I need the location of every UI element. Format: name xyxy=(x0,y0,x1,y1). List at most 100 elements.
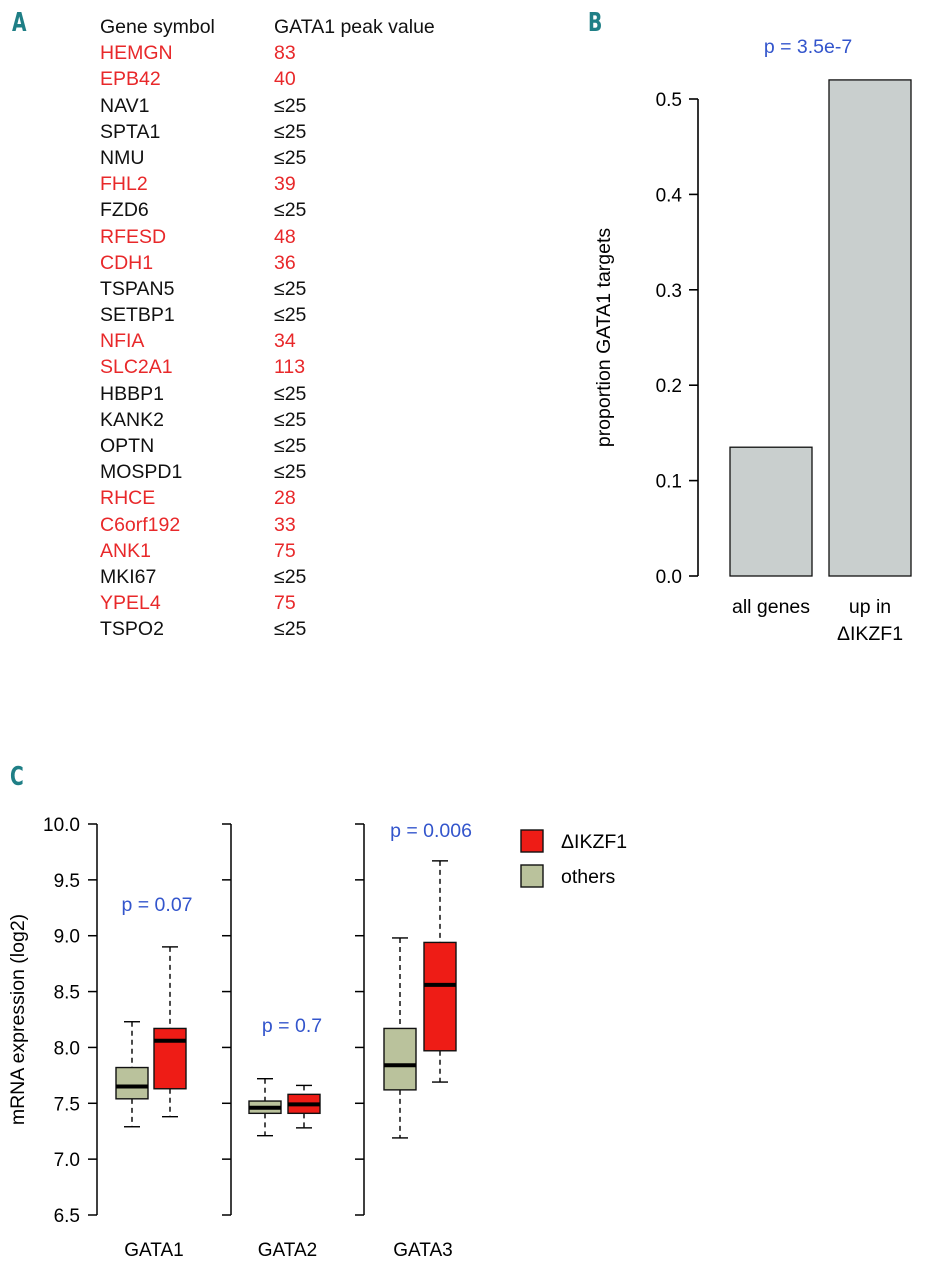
gene-symbol: SPTA1 xyxy=(100,120,161,143)
gene-symbol: YPEL4 xyxy=(100,592,161,615)
peak-value: 28 xyxy=(274,487,296,510)
gene-symbol: RFESD xyxy=(100,225,167,248)
peak-value: ≤25 xyxy=(274,199,307,222)
table-row: YPEL4 75 xyxy=(100,590,500,616)
gene-symbol: NFIA xyxy=(100,330,145,353)
table-row: HEMGN 83 xyxy=(100,40,500,66)
y-tick-label: 8.5 xyxy=(54,983,80,1004)
peak-value: 75 xyxy=(274,592,296,615)
table-row: TSPAN5 ≤25 xyxy=(100,276,500,302)
peak-value: ≤25 xyxy=(274,304,307,327)
chart-b-proportion: 0.0 0.1 0.2 0.3 0.4 0.5 proportion GATA1 targe… xyxy=(593,36,912,645)
gene-symbol: FHL2 xyxy=(100,173,148,196)
y-tick-label: 10.0 xyxy=(43,815,80,836)
table-body: HEMGN 83 EPB42 40 NAV1 ≤25 SPTA1 ≤25 NMU ≤25 FHL2 3… xyxy=(100,40,500,642)
gene-symbol: TSPO2 xyxy=(100,618,164,641)
gene-symbol: SLC2A1 xyxy=(100,356,173,379)
gene-symbol: MOSPD1 xyxy=(100,461,183,484)
p-value-annotation: p = 3.5e-7 xyxy=(764,36,852,58)
peak-value: 36 xyxy=(274,251,296,274)
p-value-annotation: p = 0.006 xyxy=(390,820,472,842)
peak-value: 33 xyxy=(274,513,296,536)
legend-label: ΔIKZF1 xyxy=(561,831,627,853)
table-row: EPB42 40 xyxy=(100,66,500,92)
legend-swatch xyxy=(520,829,544,853)
box xyxy=(115,1066,149,1100)
peak-value: ≤25 xyxy=(274,277,307,300)
gene-symbol: C6orf192 xyxy=(100,513,181,536)
y-axis-title: proportion GATA1 targets xyxy=(593,228,615,448)
table-row: NMU ≤25 xyxy=(100,145,500,171)
peak-value: ≤25 xyxy=(274,461,307,484)
gene-symbol: NAV1 xyxy=(100,94,150,117)
peak-value: 83 xyxy=(274,42,296,65)
table-row: SPTA1 ≤25 xyxy=(100,119,500,145)
gene-symbol: RHCE xyxy=(100,487,156,510)
y-tick-label: 0.3 xyxy=(656,281,682,302)
panel-c-label: C xyxy=(10,762,24,792)
box xyxy=(153,1027,187,1090)
table-row: NFIA 34 xyxy=(100,328,500,354)
y-tick-label: 8.0 xyxy=(54,1038,80,1059)
table-row: FZD6 ≤25 xyxy=(100,197,500,223)
y-tick-label: 0.4 xyxy=(656,185,683,206)
table-row: KANK2 ≤25 xyxy=(100,407,500,433)
table-row: ANK1 75 xyxy=(100,538,500,564)
header-peak-value: GATA1 peak value xyxy=(274,16,435,38)
gene-symbol: ANK1 xyxy=(100,539,151,562)
legend-swatch xyxy=(520,864,544,888)
panel-a-label: A xyxy=(12,8,27,38)
gene-symbol: TSPAN5 xyxy=(100,277,175,300)
peak-value: 75 xyxy=(274,539,296,562)
y-tick-label: 0.5 xyxy=(656,90,682,111)
header-gene-symbol: Gene symbol xyxy=(100,16,215,38)
gene-symbol: FZD6 xyxy=(100,199,149,222)
gene-symbol: KANK2 xyxy=(100,408,164,431)
table-header: Gene symbol GATA1 peak value xyxy=(100,14,500,40)
y-tick-label: 9.5 xyxy=(54,871,80,892)
bar xyxy=(729,446,813,577)
y-tick-label: 9.0 xyxy=(54,927,80,948)
table-row: MKI67 ≤25 xyxy=(100,564,500,590)
y-tick-label: 7.0 xyxy=(54,1150,80,1171)
y-tick-label: 0.2 xyxy=(656,376,682,397)
peak-value: ≤25 xyxy=(274,565,307,588)
table-row: RFESD 48 xyxy=(100,224,500,250)
table-row: CDH1 36 xyxy=(100,250,500,276)
peak-value: 40 xyxy=(274,68,296,91)
table-row: MOSPD1 ≤25 xyxy=(100,459,500,485)
legend-label: others xyxy=(561,866,615,888)
x-tick-label: up in xyxy=(849,596,891,618)
gene-symbol: SETBP1 xyxy=(100,304,175,327)
p-value-annotation: p = 0.07 xyxy=(121,894,192,916)
peak-value: ≤25 xyxy=(274,382,307,405)
y-tick-label: 7.5 xyxy=(54,1094,80,1115)
gene-symbol: HBBP1 xyxy=(100,382,164,405)
bar xyxy=(828,79,912,577)
y-axis-title: mRNA expression (log2) xyxy=(7,914,29,1125)
peak-value: ≤25 xyxy=(274,120,307,143)
peak-value: ≤25 xyxy=(274,94,307,117)
peak-value: ≤25 xyxy=(274,408,307,431)
table-row: TSPO2 ≤25 xyxy=(100,616,500,642)
peak-value: ≤25 xyxy=(274,435,307,457)
peak-value: 113 xyxy=(274,356,306,379)
y-tick-label: 6.5 xyxy=(54,1206,80,1227)
table-row: SLC2A1 113 xyxy=(100,354,500,380)
table-row: FHL2 39 xyxy=(100,171,500,197)
table-row: NAV1 ≤25 xyxy=(100,93,500,119)
table-row: OPTN ≤25 xyxy=(100,433,500,459)
table-row: C6orf192 33 xyxy=(100,512,500,538)
y-tick-label: 0.1 xyxy=(656,472,682,493)
gene-symbol: HEMGN xyxy=(100,42,173,65)
x-group-label: GATA1 xyxy=(124,1240,183,1261)
peak-value: 39 xyxy=(274,173,296,196)
y-tick-label: 0.0 xyxy=(656,567,682,588)
x-group-label: GATA3 xyxy=(393,1240,452,1261)
box xyxy=(423,941,457,1052)
peak-value: ≤25 xyxy=(274,618,307,641)
peak-value: 48 xyxy=(274,225,296,248)
p-value-annotation: p = 0.7 xyxy=(262,1015,322,1037)
gene-symbol: OPTN xyxy=(100,435,155,457)
table-row: SETBP1 ≤25 xyxy=(100,302,500,328)
